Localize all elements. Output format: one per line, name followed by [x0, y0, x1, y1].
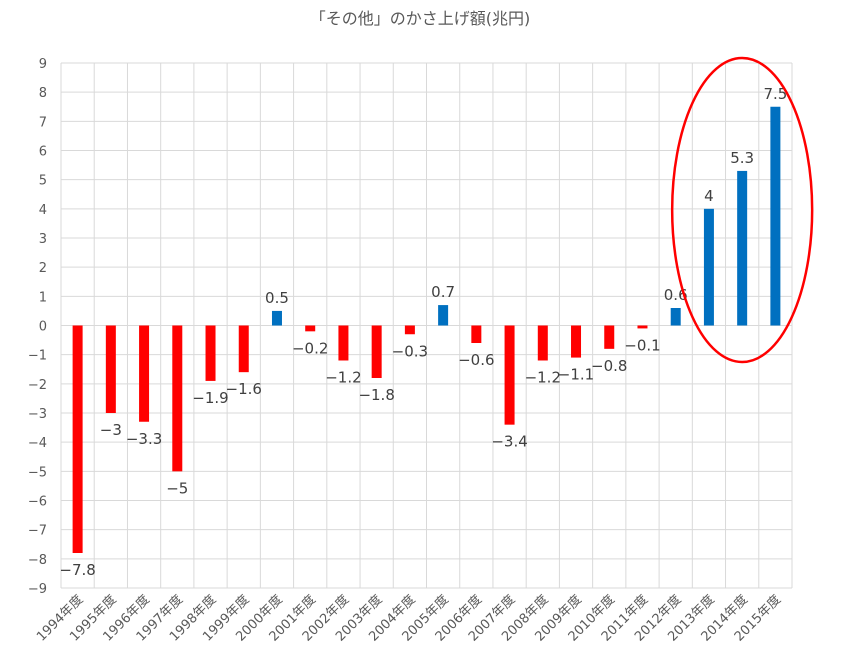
y-tick-label: −5 — [28, 465, 47, 480]
highlight-ellipse — [670, 56, 814, 364]
data-labels: −7.8−3 −3.3−5−1.9−1.60.5−0.2−1.2−1.8−0.30… — [59, 85, 787, 579]
bar — [205, 325, 216, 381]
y-tick-label: −3 — [28, 407, 47, 422]
data-label: 5.3 — [730, 149, 754, 167]
data-label: 7.5 — [763, 85, 787, 103]
y-tick-label: 1 — [39, 290, 47, 305]
bar — [504, 325, 515, 425]
y-tick-label: 8 — [39, 86, 47, 101]
data-label: −0.1 — [624, 336, 660, 354]
annotation — [670, 56, 814, 364]
data-label: 0.5 — [265, 289, 289, 307]
data-label: −3.4 — [491, 433, 527, 451]
bar — [305, 325, 316, 332]
y-tick-label: −1 — [28, 349, 47, 364]
y-tick-label: 6 — [39, 145, 47, 160]
grid — [60, 62, 793, 589]
bar — [670, 308, 681, 326]
data-label: 0.7 — [431, 283, 455, 301]
y-tick-label: −8 — [28, 553, 47, 568]
data-label: 4 — [704, 187, 714, 205]
data-label: −3 — [100, 421, 122, 439]
y-tick-label: −4 — [28, 436, 47, 451]
bar — [571, 325, 582, 358]
y-tick-label: −6 — [28, 495, 47, 510]
y-tick-label: 9 — [39, 57, 47, 72]
data-label: −7.8 — [59, 561, 95, 579]
data-label: −1.9 — [192, 389, 228, 407]
data-label: −0.8 — [591, 357, 627, 375]
bars — [72, 106, 781, 553]
data-label: −0.3 — [392, 342, 428, 360]
bar — [271, 310, 282, 326]
data-label: −5 — [166, 479, 188, 497]
data-label: −1.8 — [358, 386, 394, 404]
y-tick-label: 2 — [39, 261, 47, 276]
bar — [770, 106, 781, 326]
y-tick-label: 4 — [39, 203, 47, 218]
data-label: −3.3 — [126, 430, 162, 448]
bar — [172, 325, 183, 472]
bar — [105, 325, 116, 413]
data-label: −1.1 — [558, 366, 594, 384]
data-label: −1.2 — [525, 369, 561, 387]
bar — [404, 325, 415, 335]
bar — [471, 325, 482, 343]
bar — [537, 325, 548, 361]
bar — [338, 325, 349, 361]
y-tick-label: −7 — [28, 524, 47, 539]
data-label: −0.6 — [458, 351, 494, 369]
x-axis: 1994年度1995年度1996年度1997年度1998年度1999年度2000… — [33, 592, 784, 645]
bar — [703, 208, 714, 326]
data-label: −1.2 — [325, 369, 361, 387]
bar — [604, 325, 615, 349]
bar — [371, 325, 382, 378]
y-tick-label: 7 — [39, 115, 47, 130]
bar — [72, 325, 83, 553]
y-tick-label: 5 — [39, 174, 47, 189]
bar — [238, 325, 249, 373]
y-tick-label: −2 — [28, 378, 47, 393]
bar — [139, 325, 150, 422]
y-tick-label: −9 — [28, 582, 47, 597]
data-label: −0.2 — [292, 339, 328, 357]
bar — [438, 305, 449, 326]
data-label: −1.6 — [226, 380, 262, 398]
bar — [637, 325, 648, 329]
y-tick-label: 3 — [39, 232, 47, 247]
y-tick-label: 0 — [39, 320, 47, 335]
y-axis: 9 8 7 6 5 4 3 2 1 0 −1 −2 −3 −4 −5 −6 −7 −8 −9 — [28, 57, 47, 597]
bar — [737, 170, 748, 326]
chart-title: 「その他」のかさ上げ額(兆円) — [310, 9, 531, 28]
